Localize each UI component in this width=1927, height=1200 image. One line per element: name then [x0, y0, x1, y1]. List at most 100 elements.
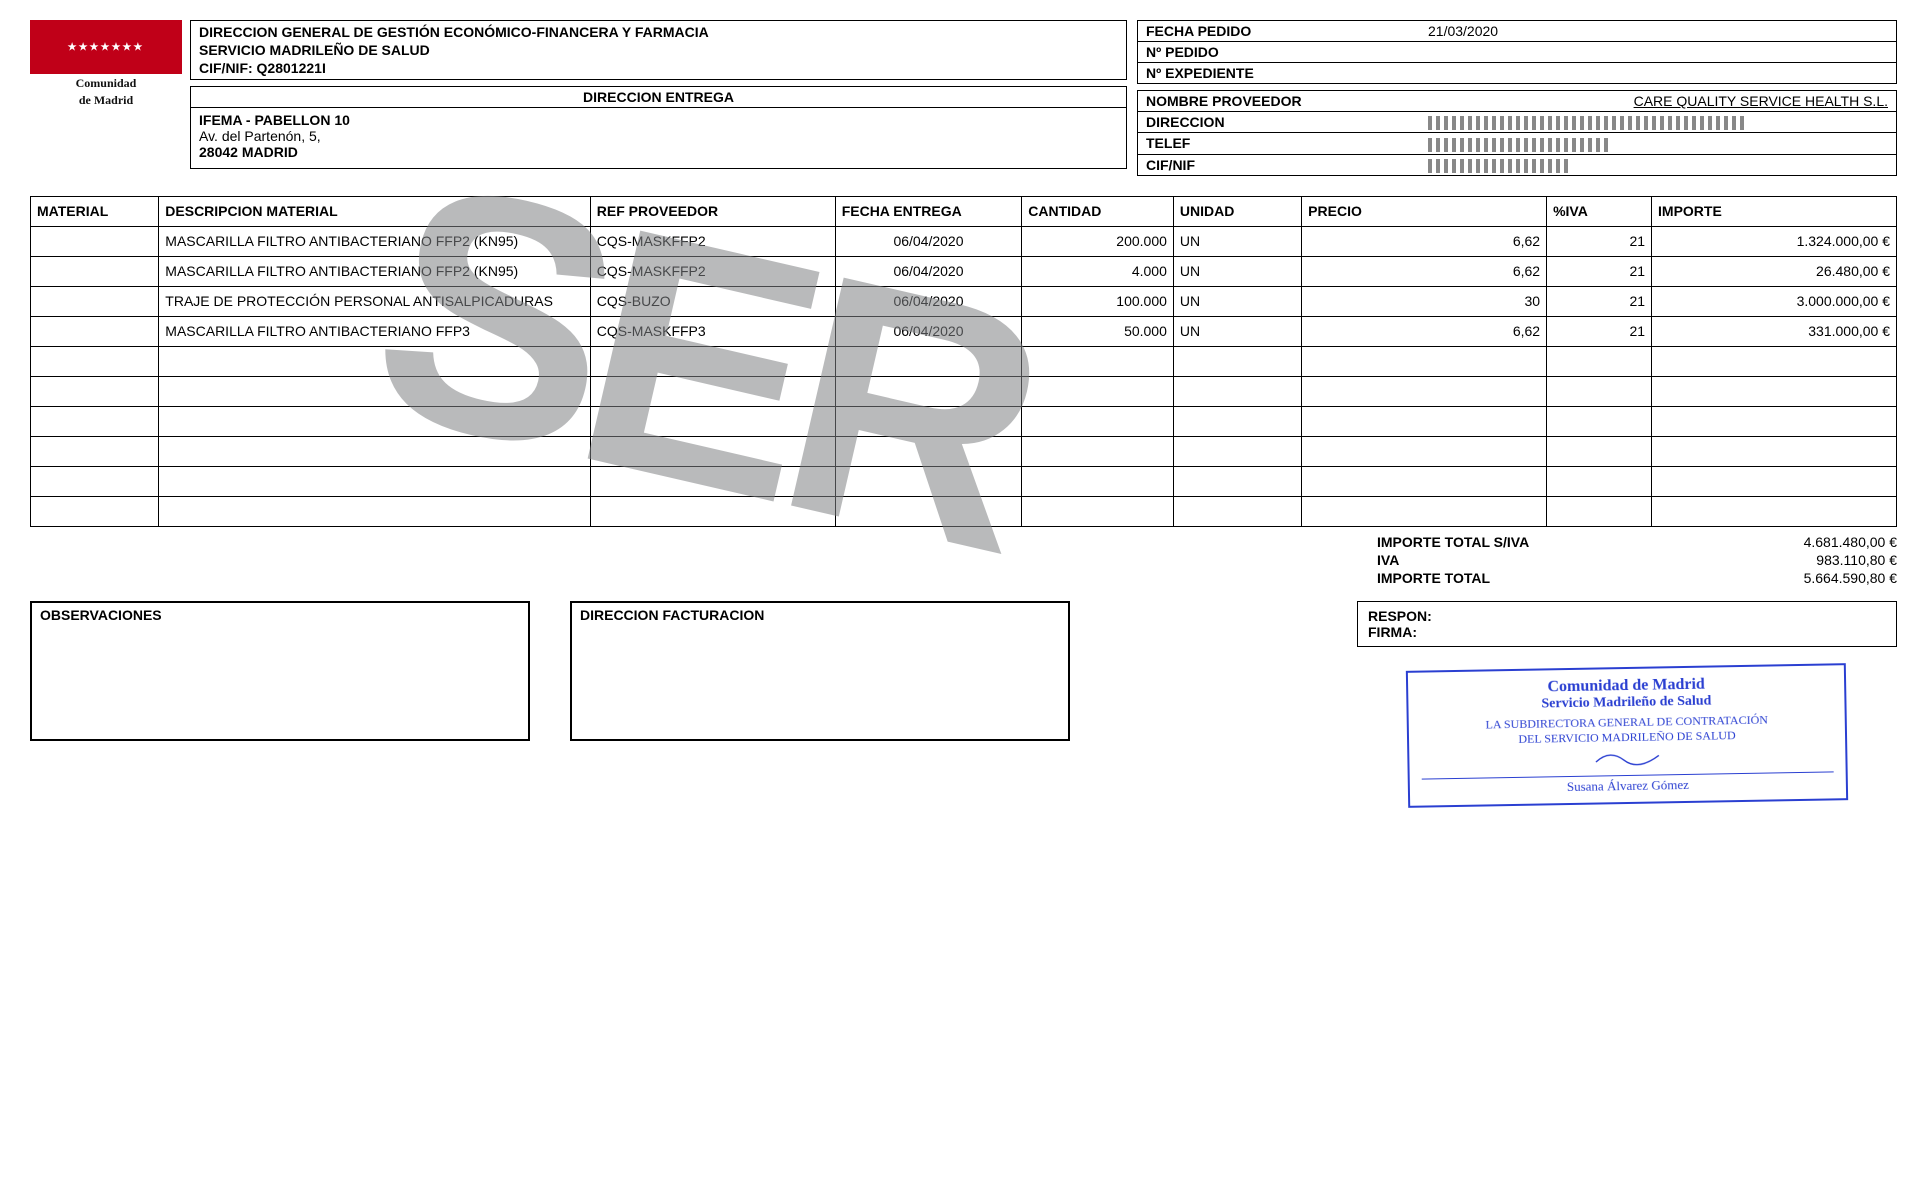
- supplier-addr-value: [1388, 112, 1896, 132]
- logo: Comunidad de Madrid: [30, 20, 190, 176]
- table-row-empty: [31, 496, 1897, 526]
- cell-ref: CQS-MASKFFP3: [590, 316, 835, 346]
- col-fecha: FECHA ENTREGA: [835, 196, 1022, 226]
- cell-ref: CQS-MASKFFP2: [590, 226, 835, 256]
- cell-desc: MASCARILLA FILTRO ANTIBACTERIANO FFP2 (K…: [159, 226, 591, 256]
- cell-precio: 6,62: [1302, 226, 1547, 256]
- logo-text-1: Comunidad: [30, 76, 182, 91]
- cell-material: [31, 256, 159, 286]
- cell-desc: TRAJE DE PROTECCIÓN PERSONAL ANTISALPICA…: [159, 286, 591, 316]
- n-expediente-label: Nº EXPEDIENTE: [1138, 63, 1388, 83]
- facturacion-box: DIRECCION FACTURACION: [570, 601, 1070, 741]
- delivery-line1: IFEMA - PABELLON 10: [199, 112, 350, 128]
- cell-material: [31, 226, 159, 256]
- cell-importe: 331.000,00 €: [1652, 316, 1897, 346]
- table-row: TRAJE DE PROTECCIÓN PERSONAL ANTISALPICA…: [31, 286, 1897, 316]
- total-value: 5.664.590,80 €: [1677, 570, 1897, 586]
- table-row: MASCARILLA FILTRO ANTIBACTERIANO FFP2 (K…: [31, 226, 1897, 256]
- logo-text-2: de Madrid: [30, 93, 182, 108]
- cell-desc: MASCARILLA FILTRO ANTIBACTERIANO FFP3: [159, 316, 591, 346]
- cell-fecha: 06/04/2020: [835, 286, 1022, 316]
- cell-ref: CQS-MASKFFP2: [590, 256, 835, 286]
- cell-unidad: UN: [1173, 316, 1301, 346]
- issuer-cif-label: CIF/NIF:: [199, 60, 253, 76]
- cell-iva: 21: [1547, 256, 1652, 286]
- table-row: MASCARILLA FILTRO ANTIBACTERIANO FFP3CQS…: [31, 316, 1897, 346]
- col-unidad: UNIDAD: [1173, 196, 1301, 226]
- table-row-empty: [31, 406, 1897, 436]
- footer: OBSERVACIONES DIRECCION FACTURACION RESP…: [30, 601, 1897, 804]
- issuer-line2: SERVICIO MADRILEÑO DE SALUD: [199, 41, 1118, 59]
- col-precio: PRECIO: [1302, 196, 1547, 226]
- cell-fecha: 06/04/2020: [835, 226, 1022, 256]
- table-header-row: MATERIAL DESCRIPCION MATERIAL REF PROVEE…: [31, 196, 1897, 226]
- supplier-box: NOMBRE PROVEEDORCARE QUALITY SERVICE HEA…: [1137, 90, 1897, 176]
- redacted-icon: [1428, 159, 1568, 173]
- delivery-box: DIRECCION ENTREGA IFEMA - PABELLON 10 Av…: [190, 86, 1127, 169]
- cell-desc: MASCARILLA FILTRO ANTIBACTERIANO FFP2 (K…: [159, 256, 591, 286]
- cell-fecha: 06/04/2020: [835, 316, 1022, 346]
- cell-iva: 21: [1547, 286, 1652, 316]
- delivery-line3: 28042 MADRID: [199, 144, 298, 160]
- redacted-icon: [1428, 138, 1608, 152]
- delivery-title: DIRECCION ENTREGA: [191, 87, 1126, 108]
- col-importe: IMPORTE: [1652, 196, 1897, 226]
- items-table: MATERIAL DESCRIPCION MATERIAL REF PROVEE…: [30, 196, 1897, 527]
- respon-label: RESPON:: [1368, 608, 1886, 624]
- subtotal-label: IMPORTE TOTAL S/IVA: [1377, 534, 1677, 550]
- cell-iva: 21: [1547, 226, 1652, 256]
- cell-cant: 4.000: [1022, 256, 1174, 286]
- cell-importe: 1.324.000,00 €: [1652, 226, 1897, 256]
- n-expediente-value: [1388, 63, 1896, 83]
- cell-precio: 30: [1302, 286, 1547, 316]
- cell-importe: 26.480,00 €: [1652, 256, 1897, 286]
- cell-ref: CQS-BUZO: [590, 286, 835, 316]
- table-row-empty: [31, 346, 1897, 376]
- totals: IMPORTE TOTAL S/IVA4.681.480,00 € IVA983…: [1377, 533, 1897, 587]
- redacted-icon: [1428, 116, 1748, 130]
- flag-icon: [30, 20, 182, 74]
- order-meta-box: FECHA PEDIDO21/03/2020 Nº PEDIDO Nº EXPE…: [1137, 20, 1897, 84]
- cell-importe: 3.000.000,00 €: [1652, 286, 1897, 316]
- cell-unidad: UN: [1173, 256, 1301, 286]
- cell-cant: 100.000: [1022, 286, 1174, 316]
- stamp: Comunidad de Madrid Servicio Madrileño d…: [1406, 663, 1848, 808]
- supplier-cif-value: [1388, 155, 1896, 175]
- col-descripcion: DESCRIPCION MATERIAL: [159, 196, 591, 226]
- issuer-box: DIRECCION GENERAL DE GESTIÓN ECONÓMICO-F…: [190, 20, 1127, 80]
- table-row: MASCARILLA FILTRO ANTIBACTERIANO FFP2 (K…: [31, 256, 1897, 286]
- iva-value: 983.110,80 €: [1677, 552, 1897, 568]
- signature-box: RESPON: FIRMA:: [1357, 601, 1897, 647]
- col-iva: %IVA: [1547, 196, 1652, 226]
- observaciones-label: OBSERVACIONES: [40, 607, 162, 623]
- n-pedido-value: [1388, 42, 1896, 62]
- supplier-addr-label: DIRECCION: [1138, 112, 1388, 132]
- cell-unidad: UN: [1173, 226, 1301, 256]
- cell-cant: 200.000: [1022, 226, 1174, 256]
- col-material: MATERIAL: [31, 196, 159, 226]
- supplier-cif-label: CIF/NIF: [1138, 155, 1388, 175]
- supplier-tel-value: [1388, 133, 1896, 153]
- cell-unidad: UN: [1173, 286, 1301, 316]
- stamp-name: Susana Álvarez Gómez: [1422, 771, 1834, 797]
- cell-material: [31, 316, 159, 346]
- cell-iva: 21: [1547, 316, 1652, 346]
- cell-material: [31, 286, 159, 316]
- supplier-tel-label: TELEF: [1138, 133, 1388, 153]
- n-pedido-label: Nº PEDIDO: [1138, 42, 1388, 62]
- cell-cant: 50.000: [1022, 316, 1174, 346]
- facturacion-label: DIRECCION FACTURACION: [580, 607, 764, 623]
- supplier-name-label: NOMBRE PROVEEDOR: [1138, 91, 1388, 111]
- col-ref: REF PROVEEDOR: [590, 196, 835, 226]
- table-row-empty: [31, 376, 1897, 406]
- cell-precio: 6,62: [1302, 316, 1547, 346]
- fecha-pedido-value: 21/03/2020: [1388, 21, 1896, 41]
- issuer-cif-value: Q2801221I: [257, 60, 326, 76]
- cell-precio: 6,62: [1302, 256, 1547, 286]
- observaciones-box: OBSERVACIONES: [30, 601, 530, 741]
- cell-fecha: 06/04/2020: [835, 256, 1022, 286]
- subtotal-value: 4.681.480,00 €: [1677, 534, 1897, 550]
- col-cantidad: CANTIDAD: [1022, 196, 1174, 226]
- supplier-name-value: CARE QUALITY SERVICE HEALTH S.L.: [1388, 91, 1896, 111]
- issuer-line1: DIRECCION GENERAL DE GESTIÓN ECONÓMICO-F…: [199, 23, 1118, 41]
